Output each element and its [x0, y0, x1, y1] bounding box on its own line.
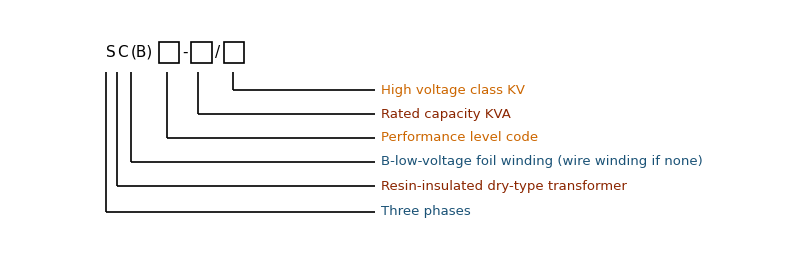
Text: /: /: [214, 45, 220, 60]
Bar: [191, 42, 211, 63]
Text: High voltage class KV: High voltage class KV: [382, 84, 526, 97]
Text: Rated capacity KVA: Rated capacity KVA: [382, 107, 511, 121]
Text: (B): (B): [131, 45, 154, 60]
Text: Three phases: Three phases: [382, 205, 471, 218]
Text: S: S: [106, 45, 116, 60]
Bar: [224, 42, 244, 63]
Text: Performance level code: Performance level code: [382, 131, 538, 144]
Text: C: C: [117, 45, 128, 60]
Bar: [159, 42, 179, 63]
Text: Resin-insulated dry-type transformer: Resin-insulated dry-type transformer: [382, 180, 627, 193]
Text: -: -: [182, 45, 188, 60]
Text: B-low-voltage foil winding (wire winding if none): B-low-voltage foil winding (wire winding…: [382, 155, 703, 168]
